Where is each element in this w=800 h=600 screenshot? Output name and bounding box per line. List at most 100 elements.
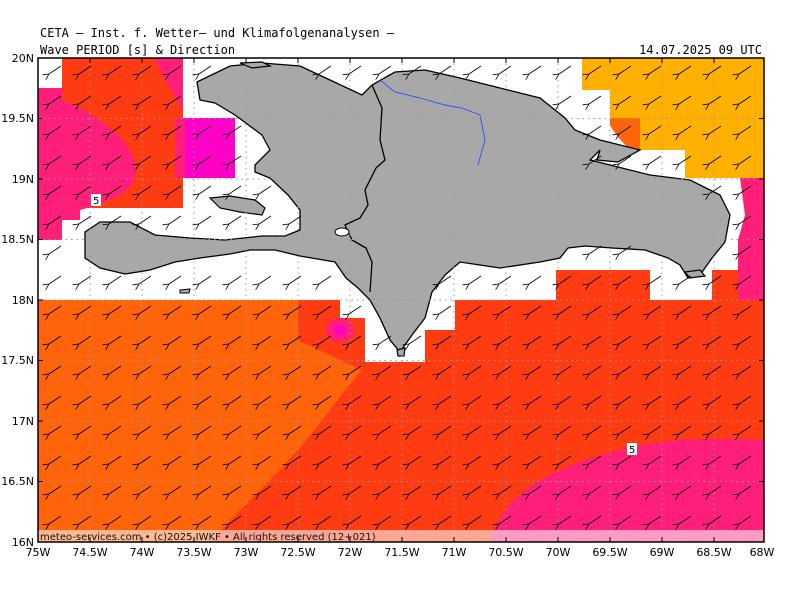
direction-arrow xyxy=(559,335,572,344)
direction-arrow xyxy=(229,305,242,314)
direction-arrow xyxy=(619,425,632,434)
direction-arrow xyxy=(499,275,512,284)
direction-arrow xyxy=(379,395,392,404)
direction-arrow xyxy=(109,485,122,494)
direction-arrow xyxy=(469,395,482,404)
lat-label: 17N xyxy=(12,415,34,428)
direction-arrow xyxy=(709,305,722,314)
direction-arrow xyxy=(139,65,152,74)
direction-arrow xyxy=(169,185,182,194)
direction-arrow xyxy=(49,185,62,194)
direction-arrow xyxy=(619,275,632,284)
direction-arrow xyxy=(49,455,62,464)
direction-arrow xyxy=(469,485,482,494)
direction-arrow xyxy=(319,65,332,74)
direction-arrow xyxy=(169,455,182,464)
direction-arrow xyxy=(79,335,92,344)
direction-arrow xyxy=(439,395,452,404)
direction-arrow xyxy=(439,365,452,374)
direction-arrow xyxy=(409,515,422,524)
direction-arrow xyxy=(679,275,692,284)
direction-arrow xyxy=(529,275,542,284)
direction-arrow xyxy=(709,335,722,344)
direction-arrow xyxy=(739,215,752,224)
direction-arrow xyxy=(589,485,602,494)
lon-label: 70W xyxy=(546,546,571,559)
direction-arrow xyxy=(619,395,632,404)
direction-arrow xyxy=(109,365,122,374)
direction-arrow xyxy=(139,425,152,434)
direction-arrow xyxy=(139,515,152,524)
direction-arrow xyxy=(319,455,332,464)
direction-arrow xyxy=(709,185,722,194)
direction-arrow xyxy=(619,455,632,464)
direction-arrow xyxy=(499,455,512,464)
direction-arrow xyxy=(679,515,692,524)
direction-arrow xyxy=(589,95,602,104)
direction-arrow xyxy=(679,395,692,404)
direction-arrow xyxy=(499,365,512,374)
direction-arrow xyxy=(589,335,602,344)
direction-arrow xyxy=(739,155,752,164)
direction-arrow xyxy=(289,455,302,464)
lat-label: 19N xyxy=(12,173,34,186)
lon-label: 74.5W xyxy=(72,546,107,559)
direction-arrow xyxy=(259,395,272,404)
direction-arrow xyxy=(229,155,242,164)
direction-arrow xyxy=(319,365,332,374)
direction-arrow xyxy=(469,515,482,524)
direction-arrow xyxy=(649,515,662,524)
direction-arrow xyxy=(559,455,572,464)
direction-arrow xyxy=(679,485,692,494)
direction-arrow xyxy=(739,485,752,494)
period-field-northeast xyxy=(582,58,764,178)
direction-arrow xyxy=(709,125,722,134)
direction-arrow xyxy=(649,305,662,314)
direction-arrow xyxy=(619,365,632,374)
direction-arrow xyxy=(79,425,92,434)
direction-arrow xyxy=(79,395,92,404)
direction-arrow xyxy=(229,365,242,374)
direction-arrow xyxy=(379,65,392,74)
period-field-north-pink-edge xyxy=(155,58,183,110)
direction-arrow xyxy=(289,215,302,224)
contour-label-bg xyxy=(91,194,101,206)
direction-arrow xyxy=(439,65,452,74)
direction-arrow xyxy=(109,425,122,434)
direction-arrow xyxy=(679,365,692,374)
direction-arrow xyxy=(349,305,362,314)
direction-arrow xyxy=(259,335,272,344)
direction-arrow xyxy=(649,455,662,464)
direction-arrow xyxy=(349,515,362,524)
direction-arrow xyxy=(139,185,152,194)
contour-label-bg xyxy=(627,443,637,455)
direction-arrow xyxy=(439,515,452,524)
direction-arrow xyxy=(79,515,92,524)
direction-arrow xyxy=(319,395,332,404)
direction-arrow xyxy=(109,65,122,74)
lon-label: 71.5W xyxy=(384,546,419,559)
direction-arrow xyxy=(679,335,692,344)
direction-arrow xyxy=(199,395,212,404)
direction-arrow xyxy=(289,395,302,404)
axis-ticks xyxy=(38,58,764,542)
lat-label: 18.5N xyxy=(1,233,34,246)
direction-arrow xyxy=(619,335,632,344)
direction-arrow xyxy=(199,365,212,374)
direction-arrow xyxy=(709,515,722,524)
direction-arrow xyxy=(49,335,62,344)
direction-arrow xyxy=(379,365,392,374)
direction-arrow xyxy=(139,335,152,344)
direction-arrow xyxy=(139,305,152,314)
direction-arrow xyxy=(109,215,122,224)
direction-arrow xyxy=(169,485,182,494)
direction-arrow xyxy=(319,515,332,524)
direction-arrow xyxy=(109,455,122,464)
direction-arrow xyxy=(169,275,182,284)
direction-arrow xyxy=(349,65,362,74)
direction-arrow xyxy=(289,365,302,374)
direction-arrow xyxy=(649,395,662,404)
lon-label: 69W xyxy=(650,546,675,559)
direction-arrow xyxy=(589,425,602,434)
direction-arrow xyxy=(259,425,272,434)
